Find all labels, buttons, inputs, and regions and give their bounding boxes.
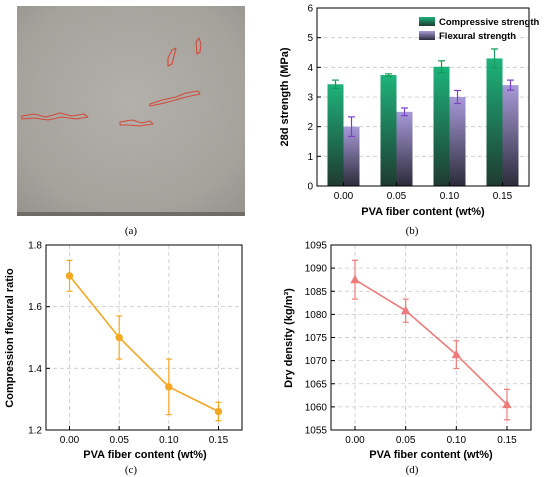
y-tick-label: 1.8 <box>28 241 42 252</box>
x-tick-label: 0.10 <box>447 435 467 446</box>
bar-flexural-error <box>454 89 461 105</box>
y-tick-label: 1 <box>307 152 313 163</box>
bar-compressive <box>327 84 344 186</box>
photo-floor <box>17 212 245 216</box>
b-y-ticks: 0 1 2 3 4 5 6 <box>307 4 321 193</box>
y-tick-label: 4 <box>307 63 313 74</box>
y-tick-label: 1060 <box>305 402 328 413</box>
bar-compressive-error <box>438 60 445 74</box>
d-x-axis-title: PVA fiber content (wt%) <box>369 449 493 461</box>
bar-flexural <box>502 85 519 186</box>
x-tick-label: 0.00 <box>334 191 354 202</box>
y-tick-label: 2 <box>307 122 313 133</box>
legend-swatch-compressive <box>419 17 435 26</box>
d-y-axis-title: Dry density (kg/m³) <box>283 288 295 388</box>
bar-compressive <box>380 75 397 186</box>
panel-label-c: (c) <box>125 464 138 476</box>
legend-label-flexural: Flexural strength <box>439 31 516 42</box>
b-legend: Compressive strength Flexural strength <box>419 17 540 42</box>
b-bars <box>327 58 519 186</box>
d-y-ticks: 1055 1060 1065 1070 1075 1080 1085 1090 1095 <box>305 241 335 437</box>
data-point <box>502 399 512 409</box>
bar-compressive-error <box>385 73 392 77</box>
b-y-axis-title: 28d strength (MPa) <box>279 47 291 146</box>
b-error-bars <box>332 48 514 138</box>
b-x-axis-title: PVA fiber content (wt%) <box>361 206 485 218</box>
data-point <box>350 274 360 284</box>
y-tick-label: 1.4 <box>28 364 42 375</box>
c-x-ticks: 0.00 0.05 0.10 0.15 <box>60 426 229 446</box>
c-gridlines <box>46 244 242 431</box>
x-tick-label: 0.10 <box>440 191 460 202</box>
data-point <box>165 383 173 391</box>
bar-flexural-error <box>348 116 355 138</box>
c-plot-frame <box>45 244 243 431</box>
panel-d-line-chart: 1055 1060 1065 1070 1075 1080 1085 1090 1095 0.0… <box>283 241 532 476</box>
crack-line <box>119 119 154 127</box>
bar-compressive-error <box>491 48 498 69</box>
panel-label-d: (d) <box>406 464 419 476</box>
bar-compressive-error <box>332 79 339 89</box>
bar-flexural <box>343 126 360 186</box>
bar-compressive <box>486 58 503 186</box>
y-tick-label: 1055 <box>305 426 328 437</box>
data-point <box>65 272 74 280</box>
data-point <box>451 349 461 359</box>
crack-line <box>195 37 202 55</box>
c-y-ticks: 1.2 1.4 1.6 1.8 <box>28 241 50 437</box>
c-y-axis-title: Compression flexural ratio <box>4 268 16 408</box>
y-tick-label: 5 <box>307 33 313 44</box>
y-tick-label: 1065 <box>305 379 328 390</box>
bar-flexural-error <box>401 107 408 117</box>
crack-line <box>167 47 177 67</box>
bar-compressive <box>433 66 450 186</box>
panel-b-bar-chart: 0 1 2 3 4 5 6 0.00 0.05 0.10 0.15 28d strength (M… <box>279 4 540 238</box>
data-point <box>214 407 223 416</box>
c-series <box>65 259 223 422</box>
y-tick-label: 3 <box>307 93 313 104</box>
d-series <box>350 259 512 421</box>
y-tick-label: 1095 <box>305 241 328 252</box>
x-tick-label: 0.15 <box>497 435 517 446</box>
d-gridlines <box>331 244 531 431</box>
x-tick-label: 0.00 <box>60 435 80 446</box>
data-point <box>401 305 411 315</box>
b-x-ticks: 0.00 0.05 0.10 0.15 <box>334 182 513 202</box>
x-tick-label: 0.05 <box>109 435 129 446</box>
x-tick-label: 0.15 <box>493 191 513 202</box>
y-tick-label: 1080 <box>305 310 328 321</box>
y-tick-label: 1085 <box>305 287 328 298</box>
series-line <box>68 275 219 413</box>
x-tick-label: 0.00 <box>345 435 365 446</box>
panel-label-a: (a) <box>125 225 138 237</box>
data-point <box>115 333 123 342</box>
series-line <box>354 279 508 406</box>
y-tick-label: 1.2 <box>28 426 42 437</box>
x-tick-label: 0.10 <box>159 435 179 446</box>
bar-flexural <box>449 97 466 186</box>
panel-a-photo: (a) <box>17 6 245 237</box>
x-tick-label: 0.05 <box>387 191 407 202</box>
y-tick-label: 1090 <box>305 264 328 275</box>
y-tick-label: 6 <box>307 4 313 15</box>
photo-texture <box>17 6 245 216</box>
y-tick-label: 1.6 <box>28 302 42 313</box>
legend-label-compressive: Compressive strength <box>439 17 540 28</box>
y-tick-label: 1075 <box>305 333 328 344</box>
x-tick-label: 0.15 <box>209 435 229 446</box>
c-x-axis-title: PVA fiber content (wt%) <box>83 449 207 461</box>
y-tick-label: 0 <box>307 182 313 193</box>
crack-line <box>149 90 201 107</box>
crack-markings <box>21 37 202 127</box>
panel-label-b: (b) <box>406 225 419 237</box>
crack-line <box>21 112 89 121</box>
bar-flexural-error <box>507 79 514 91</box>
legend-swatch-flexural <box>419 31 435 40</box>
y-tick-label: 1070 <box>305 356 328 367</box>
panel-c-line-chart: 1.2 1.4 1.6 1.8 0.00 0.05 0.10 0.15 Compressio… <box>4 241 243 476</box>
x-tick-label: 0.05 <box>396 435 416 446</box>
bar-flexural <box>396 111 413 186</box>
d-x-ticks: 0.00 0.05 0.10 0.15 <box>345 426 517 446</box>
